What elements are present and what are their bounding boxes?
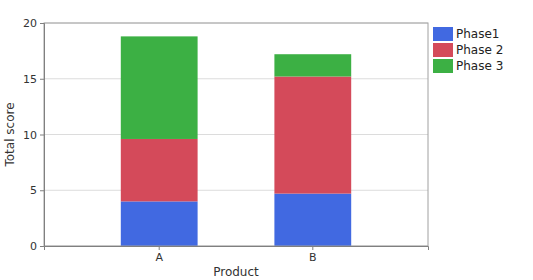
x-tick-mark — [312, 246, 313, 250]
y-tick-mark — [40, 135, 44, 136]
x-axis: AB — [45, 246, 429, 264]
legend-swatch — [433, 43, 453, 57]
x-tick-label: A — [155, 251, 163, 264]
bar-segment — [121, 201, 198, 246]
bar-segment — [121, 36, 198, 139]
x-tick-mark — [159, 246, 160, 250]
y-tick: 0 — [30, 240, 44, 253]
legend-item: Phase 3 — [433, 59, 503, 73]
legend: Phase1 Phase 2 Phase 3 — [433, 27, 503, 73]
legend-swatch — [433, 59, 453, 73]
y-axis-line — [40, 24, 45, 247]
y-tick-label: 5 — [30, 184, 37, 197]
x-axis-line — [45, 247, 429, 251]
y-tick-mark — [40, 23, 44, 24]
grid-line — [44, 190, 428, 191]
legend-label: Phase 2 — [456, 43, 503, 57]
bar-segment — [274, 194, 351, 246]
y-tick-label: 15 — [23, 73, 37, 86]
y-tick-mark — [40, 246, 44, 247]
grid-line — [44, 134, 428, 135]
x-tick: B — [309, 246, 317, 264]
chart: 05101520ABProductTotal scorePhase1Phase … — [0, 0, 533, 280]
x-axis-title: Product — [213, 265, 259, 279]
grid — [44, 23, 428, 246]
y-axis-title: Total score — [3, 102, 17, 167]
legend-swatch — [433, 27, 453, 41]
y-axis: 0 5 10 15 20 — [23, 17, 45, 253]
legend-item: Phase 2 — [433, 43, 503, 57]
y-tick-label: 20 — [23, 17, 37, 30]
bar-segment — [121, 139, 198, 201]
x-tick: A — [155, 246, 163, 264]
plot-frame — [44, 23, 428, 246]
grid-line — [44, 78, 428, 79]
y-tick-mark — [40, 79, 44, 80]
y-tick: 15 — [23, 73, 44, 86]
y-tick-mark — [40, 190, 44, 191]
bars — [121, 36, 351, 246]
x-tick-label: B — [309, 251, 317, 264]
bar-segment — [274, 54, 351, 76]
legend-label: Phase 3 — [456, 59, 503, 73]
bar-segment — [274, 77, 351, 194]
y-tick-label: 10 — [23, 129, 37, 142]
legend-item: Phase1 — [433, 27, 499, 41]
plot: 05101520AB — [23, 17, 429, 264]
legend-label: Phase1 — [456, 27, 499, 41]
y-tick: 20 — [23, 17, 44, 30]
y-tick: 5 — [30, 184, 44, 197]
y-tick: 10 — [23, 129, 44, 142]
y-tick-label: 0 — [30, 240, 37, 253]
